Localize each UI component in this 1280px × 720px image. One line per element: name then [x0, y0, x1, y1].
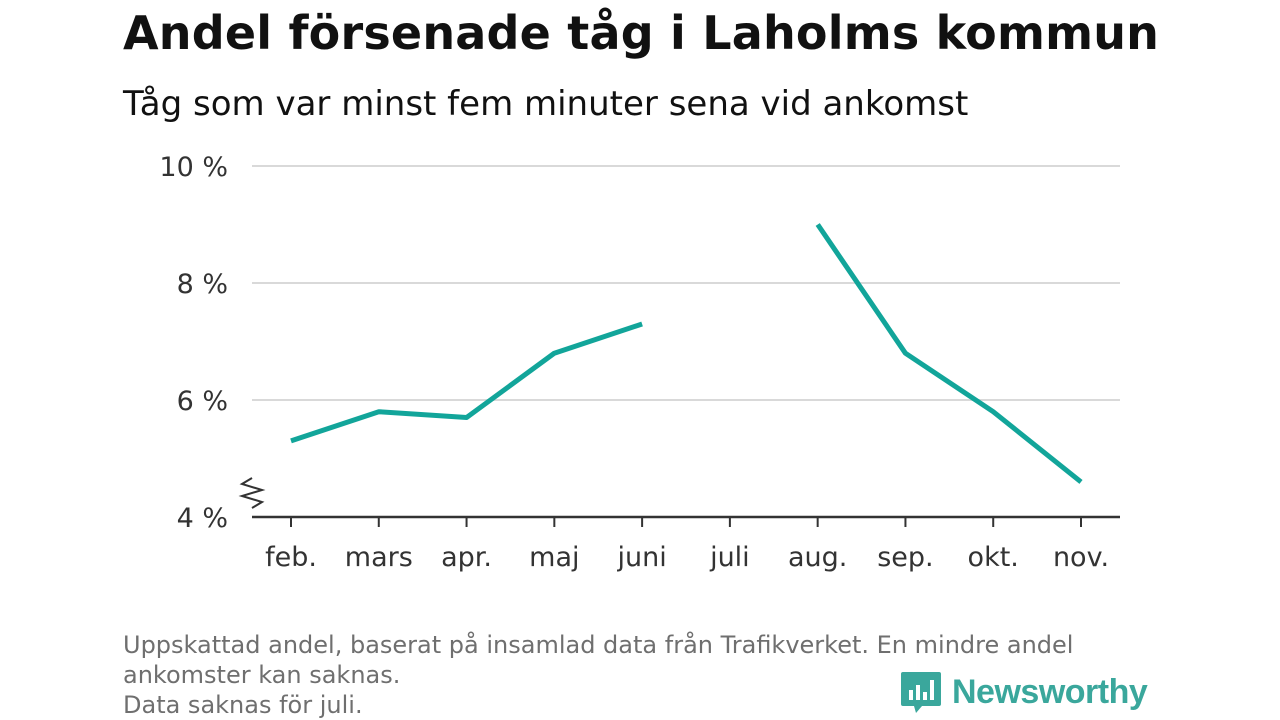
footnote-line-3: Data saknas för juli.: [123, 691, 363, 719]
series-line-segment: [815, 223, 1083, 484]
footnote-line-2: ankomster kan saknas.: [123, 661, 401, 689]
x-tick-label: sep.: [877, 542, 933, 573]
y-tick-label: 10 %: [159, 152, 228, 183]
chart-subtitle: Tåg som var minst fem minuter sena vid a…: [123, 84, 969, 124]
series-line-segment: [290, 321, 643, 444]
axis-break-icon: [238, 477, 266, 509]
y-tick-label: 8 %: [177, 269, 228, 300]
x-tick-label: nov.: [1053, 542, 1109, 573]
y-tick-label: 6 %: [177, 386, 228, 417]
footnote: Uppskattad andel, baserat på insamlad da…: [123, 630, 1173, 720]
x-tick-label: apr.: [441, 542, 492, 573]
x-tick-label: okt.: [968, 542, 1019, 573]
x-tick-label: mars: [345, 542, 413, 573]
line-chart: 4 % 6 % 8 % 10 % feb. mars apr. maj juni juli aug.…: [159, 152, 1120, 573]
chart-title: Andel försenade tåg i Laholms kommun: [123, 6, 1160, 60]
x-tick-label: juni: [616, 542, 666, 573]
x-tick-label: feb.: [265, 542, 317, 573]
footnote-line-1: Uppskattad andel, baserat på insamlad da…: [123, 631, 1074, 659]
y-tick-label: 4 %: [177, 503, 228, 534]
x-tick-label: maj: [529, 542, 579, 573]
logo-text: Newsworthy: [952, 672, 1148, 711]
x-tick-label: aug.: [788, 542, 847, 573]
bar-chart-speech-bubble-icon: [901, 672, 941, 713]
x-tick-label: juli: [709, 542, 750, 573]
newsworthy-logo: Newsworthy: [900, 670, 1148, 714]
